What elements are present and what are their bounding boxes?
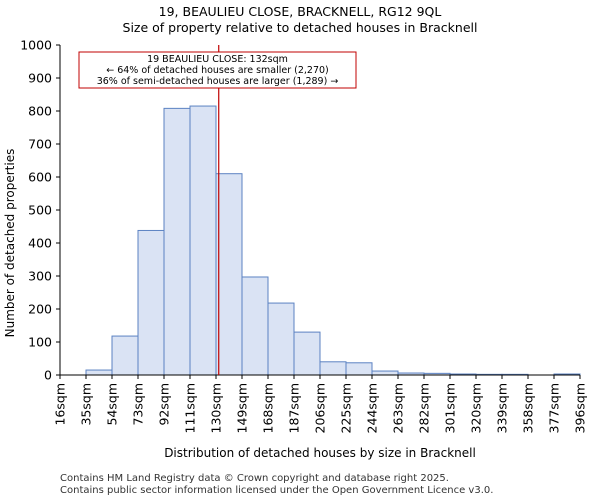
footer-licence: Contains public sector information licen… bbox=[60, 485, 494, 496]
x-tick-label: 187sqm bbox=[287, 383, 302, 433]
y-tick-label: 400 bbox=[28, 236, 52, 251]
histogram-bar bbox=[293, 331, 321, 376]
histogram-bar bbox=[111, 335, 139, 376]
x-tick-label: 339sqm bbox=[495, 383, 510, 433]
annotation-line: ← 64% of detached houses are smaller (2,… bbox=[106, 65, 329, 76]
annotation-line: 36% of semi-detached houses are larger (… bbox=[97, 76, 339, 87]
y-tick-label: 0 bbox=[44, 368, 52, 383]
y-tick-label: 600 bbox=[28, 170, 52, 185]
x-tick-label: 358sqm bbox=[521, 383, 536, 433]
x-tick-label: 396sqm bbox=[573, 383, 588, 433]
x-tick-label: 73sqm bbox=[131, 383, 146, 426]
x-tick-label: 301sqm bbox=[443, 383, 458, 433]
histogram-bar bbox=[345, 362, 373, 376]
histogram-bar bbox=[215, 173, 243, 376]
y-tick-label: 800 bbox=[28, 104, 52, 119]
histogram-bar bbox=[85, 369, 113, 376]
x-tick-label: 35sqm bbox=[79, 383, 94, 426]
y-tick-label: 700 bbox=[28, 137, 52, 152]
histogram-bar bbox=[241, 276, 269, 376]
histogram-bar bbox=[137, 229, 165, 376]
y-tick-label: 100 bbox=[28, 335, 52, 350]
x-tick-label: 54sqm bbox=[105, 383, 120, 426]
y-tick-label: 1000 bbox=[20, 38, 52, 53]
chart-title: 19, BEAULIEU CLOSE, BRACKNELL, RG12 9QL bbox=[158, 4, 442, 19]
histogram-bar bbox=[163, 107, 191, 376]
x-tick-label: 130sqm bbox=[209, 383, 224, 433]
y-tick-label: 200 bbox=[28, 302, 52, 317]
y-tick-label: 500 bbox=[28, 203, 52, 218]
y-axis-label: Number of detached properties bbox=[3, 149, 17, 338]
y-tick-label: 900 bbox=[28, 71, 52, 86]
annotation-line: 19 BEAULIEU CLOSE: 132sqm bbox=[147, 54, 288, 65]
footer-copyright: Contains HM Land Registry data © Crown c… bbox=[60, 473, 449, 484]
x-tick-label: 149sqm bbox=[235, 383, 250, 433]
histogram-bar bbox=[371, 370, 399, 376]
histogram-bar bbox=[267, 302, 295, 376]
histogram-bar bbox=[319, 361, 347, 376]
x-tick-label: 206sqm bbox=[313, 383, 328, 433]
x-tick-label: 282sqm bbox=[417, 383, 432, 433]
x-tick-label: 168sqm bbox=[261, 383, 276, 433]
x-tick-label: 377sqm bbox=[547, 383, 562, 433]
x-tick-label: 16sqm bbox=[53, 383, 68, 426]
x-tick-label: 225sqm bbox=[339, 383, 354, 433]
x-tick-label: 244sqm bbox=[365, 383, 380, 433]
chart-subtitle: Size of property relative to detached ho… bbox=[122, 20, 478, 35]
x-tick-label: 92sqm bbox=[157, 383, 172, 426]
histogram-bar bbox=[189, 105, 217, 376]
x-axis-label: Distribution of detached houses by size … bbox=[164, 446, 476, 460]
annotation-box bbox=[78, 51, 357, 89]
x-tick-label: 320sqm bbox=[469, 383, 484, 433]
x-tick-label: 263sqm bbox=[391, 383, 406, 433]
x-tick-label: 111sqm bbox=[183, 383, 198, 433]
y-tick-label: 300 bbox=[28, 269, 52, 284]
